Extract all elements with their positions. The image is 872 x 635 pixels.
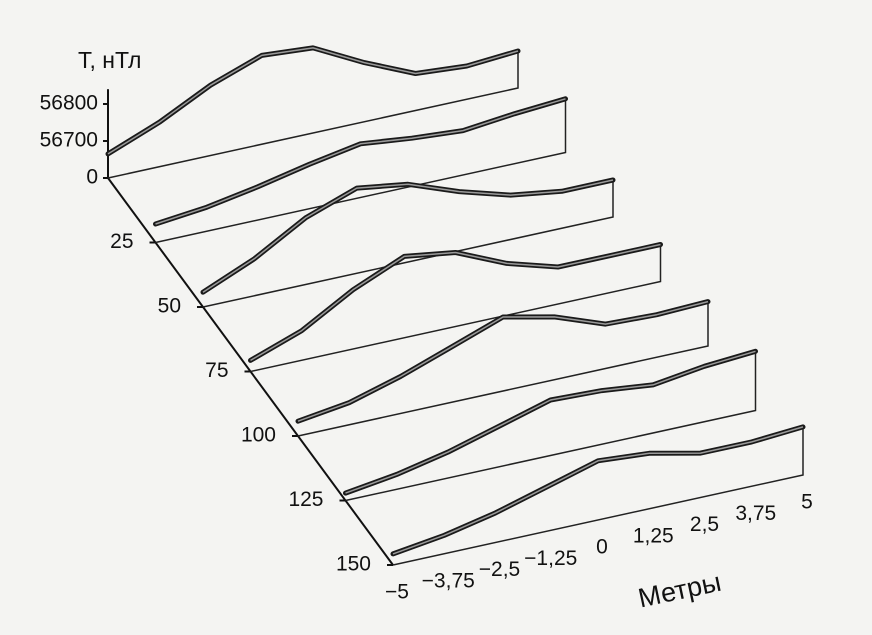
x-tick-label: 5 (801, 491, 813, 514)
profile-baseline (297, 301, 709, 437)
x-tick-label: 2,5 (690, 513, 719, 536)
x-tick-label: −5 (385, 581, 409, 604)
y-tick-label: 56800 (40, 92, 98, 115)
depth-tick-label: 100 (241, 424, 276, 447)
profile-line-core (392, 426, 804, 555)
depth-tick-label: 75 (205, 359, 228, 382)
depth-tick-label: 50 (158, 295, 181, 318)
x-tick-label: −3,75 (422, 569, 475, 592)
x-tick-label: 1,25 (633, 524, 674, 547)
profile-baseline (202, 180, 614, 308)
depth-tick-label: 150 (336, 553, 371, 576)
y-tick-label: 56700 (40, 129, 98, 152)
x-tick-label: −2,5 (479, 558, 520, 581)
x-tick-label: −1,25 (524, 547, 577, 570)
profile-baseline (155, 98, 567, 244)
depth-tick-label: 125 (288, 488, 323, 511)
profile-line-core (297, 300, 709, 422)
profile-line-core (107, 47, 519, 155)
profile-baseline (107, 51, 519, 179)
profile-line-core (345, 350, 756, 494)
depth-tick-label: 25 (110, 230, 133, 253)
profile-baseline (345, 351, 757, 502)
profile-baseline (250, 244, 662, 373)
y-tick-label: 0 (86, 166, 98, 189)
x-tick-label: 0 (596, 536, 608, 559)
profile-baseline (392, 426, 804, 566)
profile-line-core (155, 98, 566, 225)
profile-line-core (250, 243, 661, 362)
profile-line-core (202, 179, 614, 293)
x-tick-label: 3,75 (735, 502, 776, 525)
y-axis-label: T, нТл (78, 47, 141, 73)
